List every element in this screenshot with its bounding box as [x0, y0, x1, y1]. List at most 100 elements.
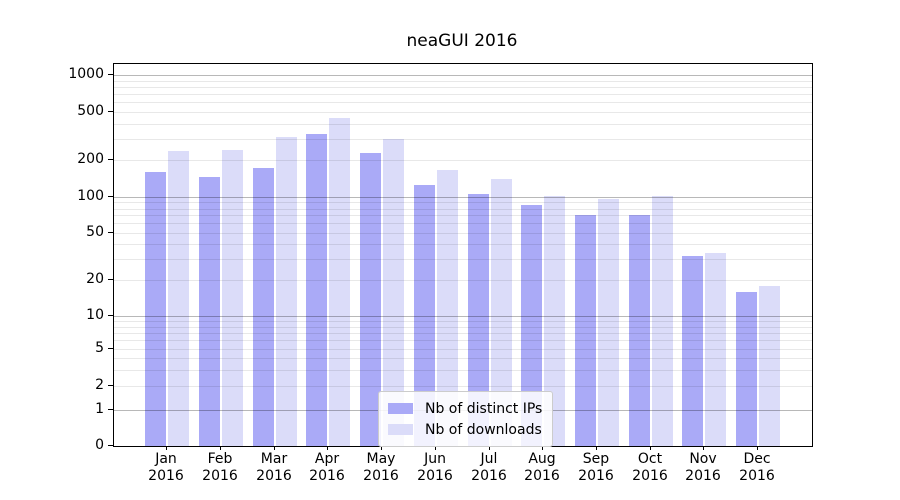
grid-line-minor-3	[114, 370, 812, 371]
x-tick-label-month-jul: Jul	[480, 451, 498, 467]
x-tick-label-year-feb: 2016	[202, 468, 238, 484]
grid-line-minor-600	[114, 102, 812, 103]
y-tick-label-20: 20	[86, 271, 104, 287]
bar-distinct-ips-jan	[145, 172, 166, 446]
x-tick-mark-feb	[220, 446, 221, 450]
x-tick-label-year-apr: 2016	[309, 468, 345, 484]
x-tick-label-month-may: May	[366, 451, 396, 467]
y-tick-label-1: 1	[95, 401, 104, 417]
plot-area: Nb of distinct IPs Nb of downloads	[113, 63, 813, 447]
y-tick-label-50: 50	[86, 224, 104, 240]
bar-distinct-ips-may	[360, 153, 381, 446]
grid-line-minor-6	[114, 340, 812, 341]
x-tick-label-year-aug: 2016	[524, 468, 560, 484]
grid-line-major-1000	[114, 75, 812, 76]
x-tick-label-year-dec: 2016	[739, 468, 775, 484]
x-tick-mark-dec	[757, 446, 758, 450]
y-tick-mark-10	[108, 315, 113, 316]
x-tick-label-month-aug: Aug	[528, 451, 556, 467]
bar-downloads-aug	[544, 196, 565, 446]
grid-line-minor-60	[114, 223, 812, 224]
grid-line-minor-400	[114, 124, 812, 125]
bar-downloads-jan	[168, 151, 189, 446]
x-tick-mark-jan	[166, 446, 167, 450]
y-tick-mark-200	[108, 159, 113, 160]
x-tick-label-month-nov: Nov	[689, 451, 717, 467]
legend-label-downloads: Nb of downloads	[425, 421, 542, 438]
x-tick-label-year-may: 2016	[363, 468, 399, 484]
x-tick-label-month-oct: Oct	[637, 451, 663, 467]
x-tick-mark-nov	[703, 446, 704, 450]
grid-line-minor-20	[114, 280, 812, 281]
grid-line-minor-7	[114, 333, 812, 334]
bar-distinct-ips-mar	[253, 168, 274, 446]
bar-distinct-ips-dec	[736, 292, 757, 446]
legend-item-distinct-ips: Nb of distinct IPs	[388, 398, 542, 419]
grid-line-minor-9	[114, 321, 812, 322]
grid-line-minor-2	[114, 386, 812, 387]
bar-distinct-ips-jun	[414, 185, 435, 446]
y-tick-label-5: 5	[95, 340, 104, 356]
x-tick-label-year-jun: 2016	[417, 468, 453, 484]
y-tick-label-500: 500	[77, 103, 104, 119]
x-tick-mark-mar	[274, 446, 275, 450]
x-tick-mark-apr	[327, 446, 328, 450]
x-tick-label-month-mar: Mar	[260, 451, 288, 467]
grid-line-minor-900	[114, 81, 812, 82]
x-tick-label-year-jul: 2016	[471, 468, 507, 484]
bar-downloads-sep	[598, 199, 619, 446]
legend: Nb of distinct IPs Nb of downloads	[378, 391, 554, 447]
bar-distinct-ips-oct	[629, 215, 650, 446]
x-tick-label-month-jun: Jun	[424, 451, 446, 467]
grid-line-minor-80	[114, 209, 812, 210]
grid-line-minor-500	[114, 112, 812, 113]
x-tick-mark-jun	[435, 446, 436, 450]
x-tick-label-year-nov: 2016	[685, 468, 721, 484]
grid-line-minor-5	[114, 349, 812, 350]
bar-distinct-ips-sep	[575, 215, 596, 446]
x-tick-mark-may	[381, 446, 382, 450]
y-tick-mark-1000	[108, 74, 113, 75]
y-tick-label-0: 0	[95, 437, 104, 453]
y-tick-label-200: 200	[77, 151, 104, 167]
bar-downloads-jun	[437, 170, 458, 446]
bar-downloads-mar	[276, 137, 297, 446]
chart-title: neaGUI 2016	[406, 31, 518, 51]
y-tick-mark-50	[108, 232, 113, 233]
bar-downloads-feb	[222, 150, 243, 446]
grid-line-major-10	[114, 316, 812, 317]
grid-line-minor-70	[114, 215, 812, 216]
bar-downloads-jul	[491, 179, 512, 446]
bar-downloads-oct	[652, 196, 673, 446]
x-tick-label-year-mar: 2016	[256, 468, 292, 484]
y-tick-mark-20	[108, 279, 113, 280]
bar-distinct-ips-aug	[521, 205, 542, 446]
x-tick-mark-sep	[596, 446, 597, 450]
bar-distinct-ips-nov	[682, 256, 703, 446]
x-tick-mark-aug	[542, 446, 543, 450]
y-tick-label-10: 10	[86, 307, 104, 323]
y-tick-label-1000: 1000	[68, 66, 104, 82]
grid-line-minor-4	[114, 358, 812, 359]
bar-distinct-ips-feb	[199, 177, 220, 446]
y-tick-mark-0	[108, 445, 113, 446]
grid-line-minor-50	[114, 233, 812, 234]
x-tick-label-month-feb: Feb	[207, 451, 233, 467]
x-tick-label-month-jan: Jan	[155, 451, 177, 467]
grid-line-minor-700	[114, 94, 812, 95]
grid-line-minor-90	[114, 202, 812, 203]
legend-swatch-downloads	[388, 424, 413, 435]
x-tick-mark-jul	[489, 446, 490, 450]
x-tick-label-year-jan: 2016	[148, 468, 184, 484]
x-tick-label-year-oct: 2016	[632, 468, 668, 484]
bar-downloads-dec	[759, 286, 780, 446]
grid-line-minor-30	[114, 259, 812, 260]
y-tick-mark-1	[108, 409, 113, 410]
y-tick-mark-2	[108, 385, 113, 386]
x-tick-label-year-sep: 2016	[578, 468, 614, 484]
grid-line-minor-8	[114, 327, 812, 328]
y-tick-label-100: 100	[77, 188, 104, 204]
x-tick-label-month-sep: Sep	[582, 451, 610, 467]
grid-line-major-100	[114, 197, 812, 198]
